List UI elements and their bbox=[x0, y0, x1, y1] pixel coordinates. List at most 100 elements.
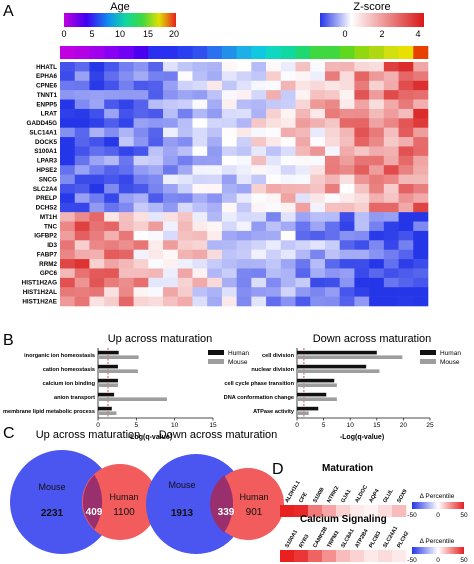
percentile-tick: 0 bbox=[436, 557, 440, 564]
heatmap-cell bbox=[295, 193, 311, 204]
gene-label: SNCG bbox=[39, 176, 57, 183]
gene-label: TNC bbox=[44, 223, 57, 230]
heatmap-cell bbox=[148, 296, 164, 307]
heatmap-cell bbox=[413, 165, 429, 175]
heatmap-cell bbox=[74, 221, 90, 232]
heatmap-cell bbox=[324, 296, 340, 307]
age-cell bbox=[74, 46, 90, 59]
heatmap-cell bbox=[339, 202, 355, 213]
heatmap-cell bbox=[148, 155, 164, 166]
heatmap-cell bbox=[163, 99, 179, 110]
heatmap-cell bbox=[133, 165, 149, 175]
gene-label: LRAT bbox=[41, 111, 57, 118]
percentile-cell bbox=[322, 550, 337, 562]
heatmap-cell bbox=[148, 259, 164, 269]
heatmap-cell bbox=[251, 108, 267, 119]
heatmap-cell bbox=[354, 174, 370, 185]
heatmap-cell bbox=[280, 80, 296, 91]
age-cell bbox=[383, 46, 399, 59]
d-legend-top: Δ Percentile -50 0 50 bbox=[407, 493, 468, 519]
venn-mouse-label: Mouse bbox=[168, 480, 195, 490]
heatmap-cell bbox=[280, 202, 296, 213]
panel-label-a: A bbox=[3, 3, 14, 20]
x-tick-label: 10 bbox=[347, 422, 355, 429]
heatmap-cell bbox=[354, 71, 370, 82]
heatmap-cell bbox=[74, 249, 90, 260]
age-tick: 10 bbox=[115, 29, 125, 39]
heatmap-cell bbox=[163, 268, 179, 279]
heatmap-cell bbox=[74, 146, 90, 157]
heatmap-cell bbox=[133, 174, 149, 185]
age-legend-title: Age bbox=[110, 1, 130, 13]
heatmap-cell bbox=[266, 202, 282, 213]
heatmap-cell bbox=[60, 108, 76, 119]
heatmap-cell bbox=[280, 165, 296, 175]
heatmap-cell bbox=[383, 146, 399, 157]
venn-up: Mouse 2231 409 Human 1100 bbox=[10, 450, 158, 554]
heatmap-cell bbox=[74, 80, 90, 91]
heatmap-cell bbox=[104, 137, 120, 147]
heatmap-cell bbox=[295, 221, 311, 232]
heatmap-cell bbox=[148, 80, 164, 91]
heatmap-cell bbox=[280, 108, 296, 119]
heatmap-cell bbox=[177, 165, 193, 175]
gene-label: RRM2 bbox=[39, 261, 57, 268]
heatmap-cell bbox=[89, 296, 105, 307]
heatmap-cell bbox=[295, 230, 311, 241]
age-cell bbox=[118, 46, 134, 59]
heatmap-cell bbox=[133, 268, 149, 279]
heatmap-cell bbox=[413, 277, 429, 288]
heatmap-cell bbox=[339, 193, 355, 204]
percentile-cell bbox=[392, 550, 407, 562]
strip-gene-label: SOX9 bbox=[396, 489, 408, 504]
heatmap-cell bbox=[118, 268, 134, 279]
age-cell bbox=[60, 46, 76, 59]
heatmap-cell bbox=[324, 259, 340, 269]
heatmap-cell bbox=[104, 90, 120, 100]
heatmap-cell bbox=[280, 230, 296, 241]
heatmap-cell bbox=[383, 99, 399, 110]
heatmap-cell bbox=[413, 268, 429, 279]
heatmap-cell bbox=[413, 212, 429, 222]
heatmap-cell bbox=[104, 212, 120, 222]
heatmap-cell bbox=[192, 71, 208, 82]
heatmap-cell bbox=[339, 146, 355, 157]
age-cell bbox=[163, 46, 179, 59]
heatmap-cell bbox=[104, 193, 120, 204]
heatmap-cell bbox=[221, 259, 237, 269]
heatmap-cell bbox=[383, 268, 399, 279]
heatmap-cell bbox=[398, 127, 414, 138]
heatmap-cell bbox=[74, 193, 90, 204]
heatmap-cell bbox=[266, 268, 282, 279]
heatmap-cell bbox=[369, 193, 385, 204]
heatmap-cell bbox=[310, 277, 326, 288]
heatmap-cell bbox=[280, 287, 296, 297]
heatmap-cell bbox=[148, 71, 164, 82]
gene-labels: HHATL EPHA6 CPNE6 TNNT1 ENPP5 LRAT GADD45G SLC1… bbox=[22, 64, 58, 306]
heatmap-cell bbox=[413, 259, 429, 269]
heatmap-cell bbox=[295, 118, 311, 128]
zscore-tick: 4 bbox=[415, 29, 420, 39]
heatmap-cell bbox=[148, 287, 164, 297]
gene-label: HIST1H2AG bbox=[22, 280, 57, 287]
heatmap-cell bbox=[324, 99, 340, 110]
heatmap-cell bbox=[383, 71, 399, 82]
heatmap-cell bbox=[60, 80, 76, 91]
heatmap-cell bbox=[236, 212, 252, 222]
heatmap-cell bbox=[236, 90, 252, 100]
heatmap-cell bbox=[89, 221, 105, 232]
heatmap-cell bbox=[398, 184, 414, 194]
b-right-legend: Human Mouse bbox=[420, 350, 461, 366]
strip-gene-label: ALDOC bbox=[354, 484, 369, 504]
heatmap-cell bbox=[192, 259, 208, 269]
heatmap-cell bbox=[207, 108, 223, 119]
gene-label: MT1H bbox=[40, 214, 58, 221]
heatmap-cell bbox=[163, 193, 179, 204]
heatmap-cell bbox=[266, 287, 282, 297]
x-tick-label: 0 bbox=[96, 422, 100, 429]
heatmap-cell bbox=[280, 174, 296, 185]
heatmap-cell bbox=[163, 146, 179, 157]
venn-human-circle bbox=[212, 468, 284, 540]
legend-swatch-human bbox=[420, 350, 436, 355]
gene-label: SLC2A4 bbox=[33, 186, 58, 193]
